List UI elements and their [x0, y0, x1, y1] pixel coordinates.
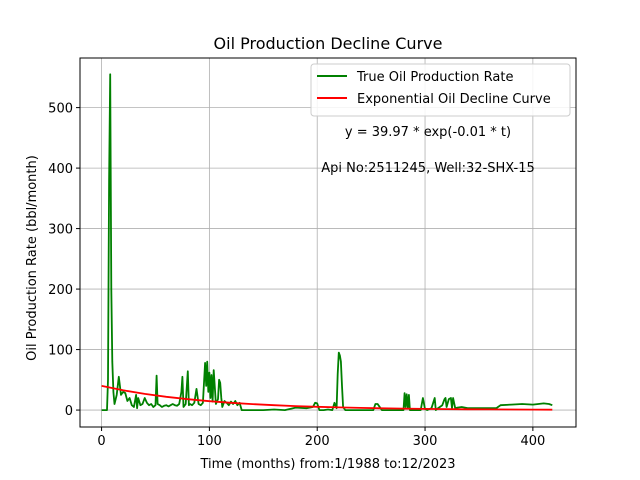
series-layer: [101, 73, 553, 412]
y-tick-label: 300: [48, 223, 73, 238]
y-tick-label: 200: [48, 283, 73, 298]
x-tick-label: 300: [413, 434, 438, 449]
y-axis-label: Oil Production Rate (bbl/month): [25, 155, 40, 361]
x-tick-label: 400: [520, 434, 545, 449]
series-line-exp-decline: [101, 385, 553, 411]
legend: True Oil Production Rate Exponential Oil…: [310, 63, 571, 117]
y-tick-label: 100: [48, 344, 73, 359]
y-tick-label: 500: [48, 102, 73, 117]
plot-frame: [79, 57, 577, 428]
equation-annotation: y = 39.97 * exp(-0.01 * t): [345, 125, 511, 140]
legend-box: [310, 63, 571, 117]
ticks: 0 100 200 300 400 0 100 200 300 400 500: [48, 102, 545, 449]
x-tick-label: 100: [197, 434, 222, 449]
x-tick-label: 0: [97, 434, 105, 449]
x-tick-label: 200: [305, 434, 330, 449]
x-axis-label: Time (months) from:1/1988 to:12/2023: [199, 457, 455, 472]
legend-label-true-rate: True Oil Production Rate: [356, 70, 513, 85]
series-line-true-rate: [101, 73, 553, 412]
y-tick-label: 0: [65, 404, 73, 419]
chart-title: Oil Production Decline Curve: [214, 34, 443, 53]
well-annotation: Api No:2511245, Well:32-SHX-15: [321, 161, 535, 176]
y-tick-label: 400: [48, 162, 73, 177]
legend-label-exp-decline: Exponential Oil Decline Curve: [357, 92, 551, 107]
